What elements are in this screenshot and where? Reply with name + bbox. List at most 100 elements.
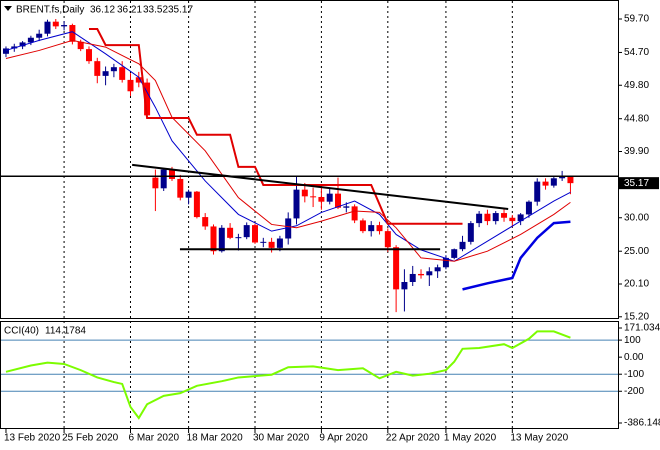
indicator-line	[88, 28, 463, 225]
indicator-line	[132, 163, 509, 211]
y-tick-label: 54.70	[624, 47, 649, 58]
candle-body	[501, 213, 508, 218]
y-tick-label: 49.80	[624, 80, 649, 91]
cci-value: 114.1784	[45, 326, 86, 337]
x-tick-label: 30 Mar 2020	[253, 433, 310, 444]
candle-body	[467, 223, 474, 242]
candle-body	[418, 273, 425, 276]
candle-body	[193, 191, 200, 218]
candle-body	[260, 241, 267, 243]
candle-body	[459, 241, 466, 250]
header-close: 35.17	[168, 5, 193, 16]
x-tick-label: 9 Apr 2020	[319, 433, 368, 444]
candle-body	[359, 220, 366, 232]
candle-body	[210, 226, 217, 252]
candle-body	[401, 281, 408, 290]
candle-body	[451, 249, 458, 258]
candle-body	[484, 213, 491, 222]
candle-body	[85, 49, 92, 62]
cci-panel	[0, 321, 619, 429]
indicator-line	[5, 31, 571, 262]
candle-body	[567, 176, 574, 184]
candle-body	[268, 241, 275, 248]
header-high: 36.21	[117, 5, 142, 16]
cci-title: CCI(40)	[4, 326, 39, 337]
y-tick-label: 0.00	[624, 352, 644, 363]
candle-body	[77, 41, 84, 50]
candle-body	[185, 191, 192, 198]
candle-body	[393, 247, 400, 290]
candle-body	[318, 197, 325, 202]
y-tick-label: 44.80	[624, 113, 649, 124]
candle-body	[152, 177, 159, 189]
y-tick-label: 100	[624, 335, 641, 346]
cci-line	[5, 330, 571, 420]
candle-body	[476, 213, 483, 224]
y-tick-label: 59.70	[624, 14, 649, 25]
candle-body	[525, 201, 532, 215]
candle-body	[61, 25, 68, 27]
x-tick-label: 18 Mar 2020	[187, 433, 244, 444]
y-tick-label: -386.148	[624, 418, 660, 429]
candle-body	[335, 193, 342, 208]
candle-body	[19, 42, 26, 47]
candle-body	[252, 225, 259, 243]
candle-body	[310, 196, 317, 198]
header-open: 36.12	[90, 5, 115, 16]
candle-body	[202, 217, 209, 227]
candle-body	[2, 48, 9, 54]
candle-body	[110, 67, 117, 72]
price-panel	[0, 0, 619, 319]
candle-body	[52, 21, 59, 27]
x-tick-label: 22 Apr 2020	[386, 433, 440, 444]
y-tick-label: 20.10	[624, 279, 649, 290]
candle-body	[442, 257, 449, 268]
candle-body	[127, 79, 134, 92]
candle-body	[36, 33, 43, 38]
candle-body	[94, 61, 101, 76]
candle-body	[27, 37, 34, 43]
candle-body	[301, 189, 308, 197]
candle-body	[326, 193, 333, 202]
y-tick-label: 25.00	[624, 246, 649, 257]
candle-body	[550, 178, 557, 186]
indicator-line	[5, 39, 571, 262]
candle-body	[69, 25, 76, 42]
candle-body	[434, 267, 441, 272]
candle-body	[542, 181, 549, 186]
y-tick-label: -100	[624, 369, 644, 380]
candle-body	[409, 273, 416, 282]
candle-body	[102, 71, 109, 76]
candle-body	[384, 231, 391, 248]
candle-body	[144, 82, 151, 116]
candle-body	[218, 227, 225, 252]
x-tick-label: 13 May 2020	[510, 433, 568, 444]
candle-body	[160, 169, 167, 189]
candle-body	[517, 214, 524, 222]
candle-body	[177, 178, 184, 198]
price-label: 35.17	[624, 178, 649, 189]
x-tick-label: 13 Feb 2020	[4, 433, 61, 444]
header-low: 33.52	[143, 5, 168, 16]
y-tick-label: 15.20	[624, 311, 649, 322]
candle-body	[534, 181, 541, 202]
candle-body	[368, 225, 375, 232]
candle-body	[343, 206, 350, 208]
y-tick-label: 30.00	[624, 212, 649, 223]
candle-body	[168, 169, 175, 179]
y-tick-label: -200	[624, 386, 644, 397]
x-tick-label: 25 Feb 2020	[62, 433, 119, 444]
candle-body	[276, 238, 283, 248]
candle-body	[285, 218, 292, 239]
price-label-box	[619, 177, 659, 190]
chart-title: BRENT.fs,Daily	[16, 5, 84, 16]
candle-body	[509, 217, 516, 222]
candle-body	[44, 21, 51, 34]
candle-body	[376, 225, 383, 232]
menu-triangle	[4, 6, 12, 11]
candle-body	[492, 213, 499, 222]
x-tick-label: 6 Mar 2020	[128, 433, 179, 444]
candle-body	[235, 237, 242, 239]
